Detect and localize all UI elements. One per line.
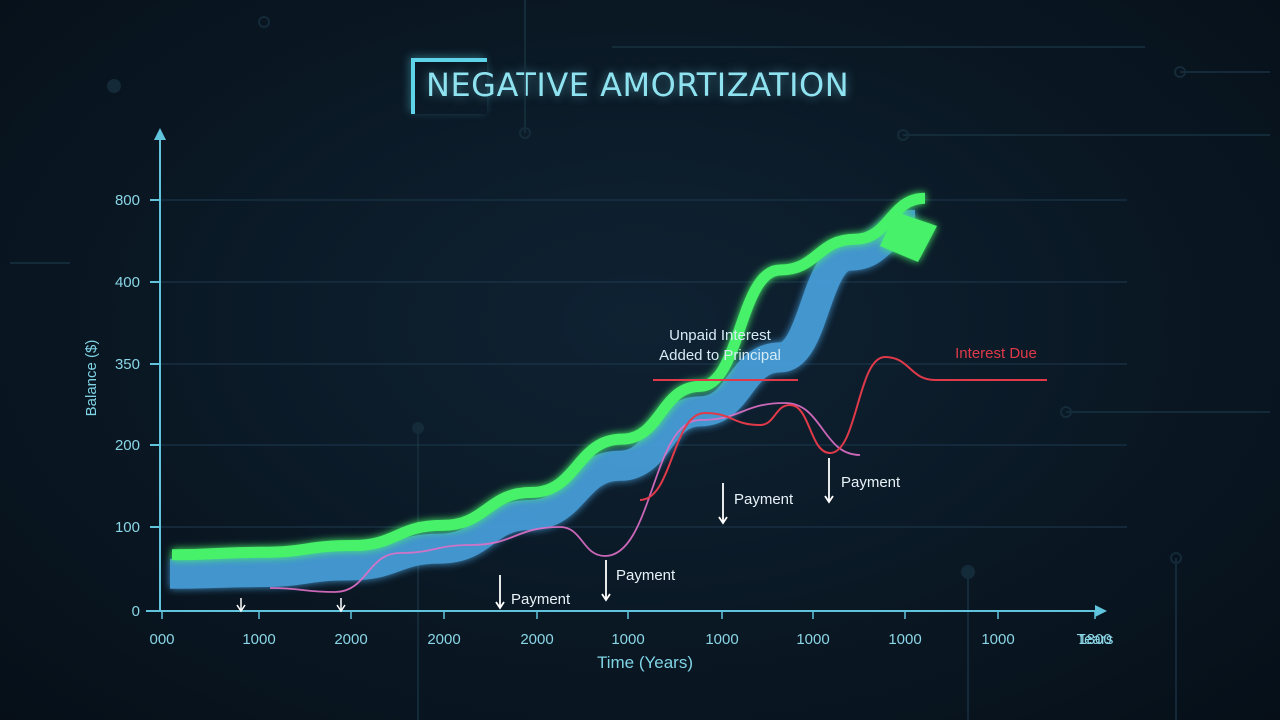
unpaid-interest-label: Unpaid Interest: [669, 327, 772, 344]
title-bracket: [411, 58, 487, 114]
y-axis-label: Balance ($): [83, 340, 100, 417]
x-tick-label: 2000: [334, 631, 367, 648]
chart-title: NEGATIVE AMORTIZATION: [426, 66, 850, 104]
axes: [146, 128, 1107, 619]
axis-down-arrow-head: [236, 604, 246, 613]
x-axis-arrow: [1095, 605, 1107, 617]
payment-label: Payment: [841, 474, 901, 491]
y-tick-label: 0: [132, 603, 140, 620]
payment-arrow-head: [495, 601, 505, 610]
circuit-node: [897, 129, 909, 141]
payment-label: Payment: [734, 491, 794, 508]
interest-due-line: [639, 355, 1047, 501]
y-tick-label: 400: [115, 274, 140, 291]
y-tick-label: 200: [115, 437, 140, 454]
x-tick-label: 1000: [888, 631, 921, 648]
circuit-node: [107, 79, 121, 93]
interest-due-label: Interest Due: [955, 345, 1037, 362]
circuit-decor: [10, 0, 1270, 720]
payment-line: [269, 402, 861, 593]
y-tick-label: 350: [115, 356, 140, 373]
y-axis-arrow: [154, 128, 166, 140]
circuit-node: [412, 422, 424, 434]
grid: [160, 199, 1127, 528]
circuit-node: [519, 127, 531, 139]
circuit-node: [961, 565, 975, 579]
x-tick-label: 1000: [705, 631, 738, 648]
x-tick-label: 2000: [427, 631, 460, 648]
x-tick-label: Tears: [1077, 631, 1114, 648]
annotations: Payment Payment Payment Payment Unpaid Inter…: [236, 327, 1037, 613]
circuit-node: [1174, 66, 1186, 78]
x-tick-label: 1000: [796, 631, 829, 648]
payment-label: Payment: [511, 591, 571, 608]
circuit-node: [258, 16, 270, 28]
x-tick-label: 1800: [1078, 631, 1111, 648]
y-tick-label: 800: [115, 192, 140, 209]
balance-top-line: [171, 192, 926, 561]
x-tick-label: 1000: [981, 631, 1014, 648]
circuit-node: [1170, 552, 1182, 564]
payment-arrow-head: [824, 495, 834, 504]
payment-arrow-head: [601, 593, 611, 602]
x-tick-label: 2000: [520, 631, 553, 648]
x-tick-label: 000: [149, 631, 174, 648]
x-tick-label: 1000: [242, 631, 275, 648]
x-axis-label: Time (Years): [597, 653, 693, 672]
circuit-node: [1060, 406, 1072, 418]
series-layer: [169, 192, 1047, 593]
payment-label: Payment: [616, 567, 676, 584]
balance-end-cap: [880, 212, 937, 262]
tick-labels: 0 100 200 350 400 800 000 1000 2000 2000 2000 1000 1…: [115, 192, 1113, 648]
x-tick-label: 1000: [611, 631, 644, 648]
axis-down-arrow-head: [336, 604, 346, 613]
payment-arrow-head: [718, 516, 728, 525]
y-tick-label: 100: [115, 519, 140, 536]
unpaid-interest-label: Added to Principal: [659, 347, 781, 364]
balance-band: [169, 209, 917, 589]
